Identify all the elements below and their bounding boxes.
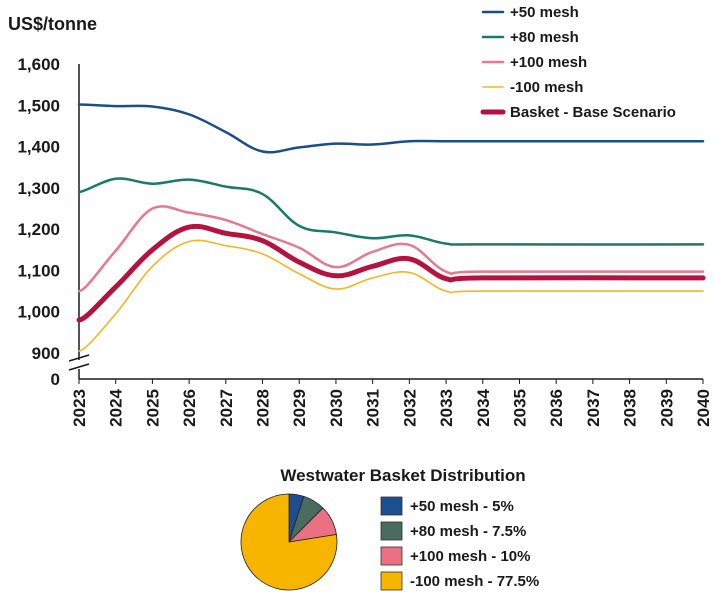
y-tick-label: 1,100	[17, 261, 60, 280]
axis-break-mark	[68, 363, 90, 371]
x-tick-label: 2036	[547, 389, 566, 427]
legend-label: -100 mesh	[510, 79, 583, 96]
y-tick-label: 0	[51, 370, 60, 389]
pie-legend-swatch	[380, 521, 403, 541]
axis-break-mark	[68, 354, 90, 362]
x-tick-label: 2031	[364, 389, 383, 427]
legend-label: +100 mesh	[510, 54, 587, 71]
pie-legend-label: +50 mesh - 5%	[410, 498, 514, 515]
pie-title: Westwater Basket Distribution	[280, 466, 525, 485]
pie-legend-label: +100 mesh - 10%	[410, 548, 531, 565]
pie-legend: +50 mesh - 5% +80 mesh - 7.5% +100 mesh - …	[380, 496, 539, 591]
y-axis-label: US$/tonne	[8, 14, 97, 34]
pie-legend-swatch	[380, 546, 403, 566]
legend: +50 mesh +80 mesh +100 mesh -100 mesh Basket…	[480, 4, 676, 121]
x-tick-label: 2038	[621, 389, 640, 427]
x-tick-label: 2032	[400, 389, 419, 427]
y-tick-label: 900	[32, 344, 60, 363]
series-line-80-mesh	[77, 177, 705, 246]
x-tick-label: 2037	[584, 389, 603, 427]
x-tick-label: 2033	[437, 389, 456, 427]
series-line-100-mesh	[78, 239, 704, 352]
pie-legend-label: -100 mesh - 77.5%	[410, 573, 539, 590]
y-tick-label: 1,300	[17, 179, 60, 198]
x-tick-label: 2025	[143, 389, 162, 427]
y-tick-label: 1,400	[17, 138, 60, 157]
x-tick-label: 2039	[657, 389, 676, 427]
x-tick-label: 2023	[70, 389, 89, 427]
x-tick-label: 2034	[474, 388, 493, 426]
series-lines	[76, 103, 706, 352]
x-tick-label: 2027	[217, 389, 236, 427]
pie-legend-swatch	[380, 571, 403, 591]
pie-chart	[240, 493, 338, 591]
x-tick-label: 2030	[327, 389, 346, 427]
x-tick-label: 2040	[694, 389, 713, 427]
x-tick-label: 2026	[180, 389, 199, 427]
series-line-basket-base-scenario	[76, 223, 706, 323]
x-tick-label: 2029	[290, 389, 309, 427]
legend-label: +80 mesh	[510, 29, 579, 46]
legend-label: +50 mesh	[510, 4, 579, 21]
pie-legend-label: +80 mesh - 7.5%	[410, 523, 526, 540]
x-tick-label: 2035	[510, 389, 529, 427]
legend-label: Basket - Base Scenario	[510, 104, 676, 121]
y-tick-label: 1,600	[17, 55, 60, 74]
x-tick-label: 2024	[107, 388, 126, 426]
pie-slice-100mesh	[240, 493, 338, 591]
series-line-100-mesh	[77, 205, 705, 293]
y-tick-label: 1,000	[17, 303, 60, 322]
axes: 1,6001,5001,4001,3001,2001,1001,00090002…	[17, 55, 713, 427]
series-line-50-mesh	[77, 103, 705, 154]
pie-legend-swatch	[380, 496, 403, 516]
x-tick-label: 2028	[254, 389, 273, 427]
y-tick-label: 1,200	[17, 220, 60, 239]
y-tick-label: 1,500	[17, 96, 60, 115]
